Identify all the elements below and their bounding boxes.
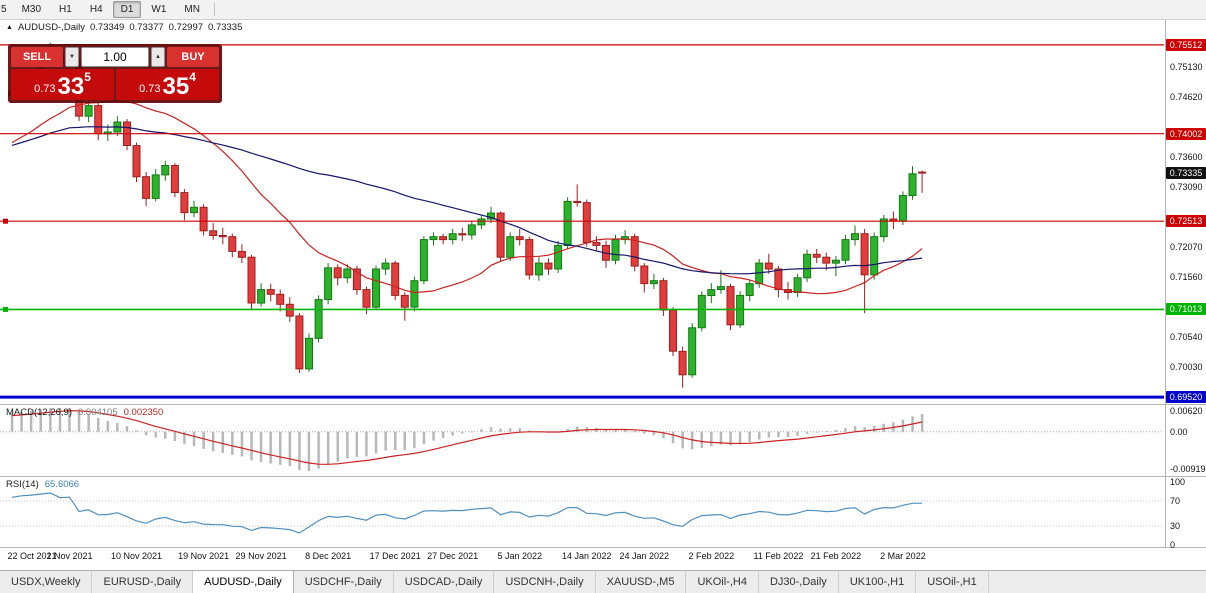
- time-label-17 Dec 2021: 17 Dec 2021: [369, 551, 421, 561]
- time-label-14 Jan 2022: 14 Jan 2022: [562, 551, 612, 561]
- ohlc-close-value: 0.73335: [208, 22, 243, 33]
- rsi-value: 65.6066: [44, 479, 80, 490]
- timeframe-button-M30[interactable]: M30: [21, 4, 42, 15]
- rsi-indicator-label: RSI(14) 65.6066: [6, 479, 79, 490]
- chart-tab-USDCHF-,Daily[interactable]: USDCHF-,Daily: [294, 571, 394, 593]
- price-badge-0.75512: 0.75512: [1166, 38, 1206, 51]
- trade-panel-controls-row: SELL ▼ 1.00 ▲ BUY: [11, 47, 219, 67]
- chart-tab-USDX,Weekly[interactable]: USDX,Weekly: [0, 571, 93, 593]
- time-label-29 Nov 2021: 29 Nov 2021: [235, 551, 287, 561]
- sell-price-button[interactable]: 0.73 33 5: [11, 69, 114, 100]
- chart-tab-DJ30-,Daily[interactable]: DJ30-,Daily: [759, 571, 839, 593]
- buy-price-prefix: 0.73: [139, 83, 161, 95]
- buy-button[interactable]: BUY: [167, 47, 219, 67]
- time-label-10 Nov 2021: 10 Nov 2021: [111, 551, 163, 561]
- time-label-5 Jan 2022: 5 Jan 2022: [497, 551, 543, 561]
- sell-price-big-digits: 33: [57, 72, 85, 100]
- time-label-24 Jan 2022: 24 Jan 2022: [619, 551, 670, 561]
- ohlc-low-value: 0.72997: [168, 22, 204, 33]
- chart-tab-USOil-,H1[interactable]: USOil-,H1: [916, 571, 989, 593]
- price-tick-0.70030: 0.70030: [1170, 362, 1203, 373]
- price-tick-0.75130: 0.75130: [1170, 62, 1203, 73]
- price-badge-0.73335: 0.73335: [1166, 166, 1206, 179]
- timeframe-button-H4[interactable]: H4: [89, 4, 103, 15]
- time-label-1 Nov 2021: 1 Nov 2021: [46, 551, 93, 561]
- timeframe-toolbar: 5 M30 H1 H4 D1 W1 MN: [0, 0, 1206, 20]
- macd-axis-min: -0.00919: [1170, 464, 1206, 474]
- timeframe-button-H1[interactable]: H1: [59, 4, 72, 15]
- chevron-up-icon: ▲: [155, 54, 161, 60]
- chevron-down-icon: ▼: [69, 54, 75, 60]
- ohlc-open-value: 0.73349: [89, 22, 125, 33]
- chart-tabs-bar: USDX,Weekly EURUSD-,Daily AUDUSD-,Daily USD…: [0, 570, 1206, 593]
- rsi-name: RSI(14): [6, 479, 39, 490]
- rsi-axis-0: 0: [1170, 540, 1176, 550]
- one-click-trading-panel: SELL ▼ 1.00 ▲ BUY 0.73 33 5 0.73 35 4: [8, 44, 222, 103]
- time-label-21 Feb 2022: 21 Feb 2022: [810, 551, 862, 561]
- time-label-2 Mar 2022: 2 Mar 2022: [880, 551, 926, 561]
- volume-input[interactable]: 1.00: [81, 47, 149, 67]
- toolbar-separator: [213, 3, 215, 16]
- chart-ohlc-header: ▲ AUDUSD-,Daily 0.73349 0.73377 0.72997 …: [6, 22, 242, 33]
- rsi-axis-70: 70: [1170, 495, 1181, 506]
- chart-tab-XAUUSD-,M5[interactable]: XAUUSD-,M5: [596, 571, 687, 593]
- macd-axis-max: 0.00620: [1170, 406, 1203, 416]
- time-label-11 Feb 2022: 11 Feb 2022: [753, 551, 804, 561]
- buy-price-big-digits: 35: [162, 72, 190, 100]
- time-label-8 Dec 2021: 8 Dec 2021: [305, 551, 352, 561]
- macd-indicator-label: MACD(12,26,9) 0.004105 0.002350: [6, 407, 163, 418]
- macd-signal-value: 0.002350: [123, 407, 164, 418]
- chart-symbol-label: AUDUSD-,Daily: [17, 22, 85, 33]
- timeframe-button-W1[interactable]: W1: [151, 4, 167, 15]
- time-label-27 Dec 2021: 27 Dec 2021: [427, 551, 479, 561]
- sell-price-pipette: 5: [84, 70, 91, 84]
- chart-tab-USDCNH-,Daily[interactable]: USDCNH-,Daily: [494, 571, 596, 593]
- buy-price-button[interactable]: 0.73 35 4: [116, 69, 219, 100]
- buy-price-pipette: 4: [189, 70, 196, 84]
- time-label-19 Nov 2021: 19 Nov 2021: [178, 551, 230, 561]
- macd-axis-zero: 0.00: [1170, 426, 1188, 437]
- macd-main-value: 0.004105: [78, 407, 118, 418]
- chart-tab-EURUSD-,Daily[interactable]: EURUSD-,Daily: [92, 571, 194, 593]
- price-badge-0.72513: 0.72513: [1166, 215, 1206, 228]
- chart-tab-AUDUSD-,Daily[interactable]: AUDUSD-,Daily: [193, 571, 294, 593]
- price-tick-0.74620: 0.74620: [1170, 92, 1203, 103]
- timeframe-button-MN[interactable]: MN: [184, 4, 200, 15]
- ohlc-high-value: 0.73377: [129, 22, 164, 33]
- volume-up-button[interactable]: ▲: [151, 47, 165, 67]
- volume-down-button[interactable]: ▼: [65, 47, 79, 67]
- price-badge-0.69520: 0.69520: [1166, 391, 1206, 404]
- rsi-axis-30: 30: [1170, 521, 1181, 532]
- price-tick-0.73600: 0.73600: [1170, 152, 1203, 163]
- price-tick-0.73090: 0.73090: [1170, 182, 1203, 193]
- sell-price-prefix: 0.73: [34, 83, 56, 95]
- timeframe-button-5[interactable]: 5: [1, 4, 7, 15]
- chart-tab-USDCAD-,Daily[interactable]: USDCAD-,Daily: [394, 571, 495, 593]
- rsi-axis-100: 100: [1170, 477, 1186, 487]
- price-badge-0.71013: 0.71013: [1166, 303, 1206, 316]
- price-tick-0.72070: 0.72070: [1170, 242, 1203, 253]
- trade-panel-prices-row: 0.73 33 5 0.73 35 4: [11, 69, 219, 100]
- macd-name: MACD(12,26,9): [6, 407, 72, 418]
- timeframe-button-D1[interactable]: D1: [112, 1, 142, 18]
- sell-button[interactable]: SELL: [11, 47, 63, 67]
- chart-tab-UKOil-,H4[interactable]: UKOil-,H4: [686, 571, 759, 593]
- price-badge-0.74002: 0.74002: [1166, 127, 1206, 140]
- time-label-22 Oct 2021: 22 Oct 2021: [7, 551, 57, 561]
- time-label-2 Feb 2022: 2 Feb 2022: [688, 551, 735, 561]
- price-tick-0.70540: 0.70540: [1170, 332, 1203, 343]
- chart-marker-icon: ▲: [6, 24, 13, 31]
- price-tick-0.71560: 0.71560: [1170, 272, 1203, 283]
- chart-tab-UK100-,H1[interactable]: UK100-,H1: [839, 571, 917, 593]
